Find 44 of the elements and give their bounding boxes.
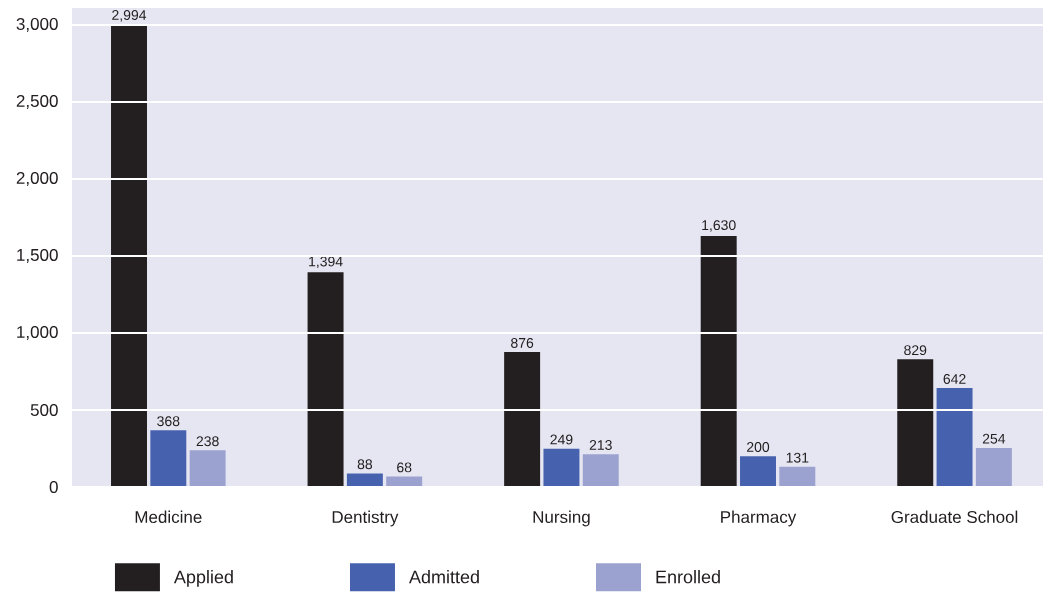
data-label: 876 bbox=[511, 337, 534, 348]
bar bbox=[189, 450, 226, 487]
x-tick-label: Dentistry bbox=[332, 510, 399, 527]
x-tick-label: Medicine bbox=[135, 510, 202, 524]
bar bbox=[504, 352, 541, 487]
x-tick-label: Graduate School bbox=[891, 510, 1018, 524]
legend-label: Enrolled bbox=[656, 570, 720, 584]
bar bbox=[346, 473, 383, 487]
data-label: 254 bbox=[982, 433, 1006, 444]
y-tick-label: 500 bbox=[30, 403, 58, 417]
bar bbox=[111, 25, 147, 487]
bar bbox=[582, 454, 619, 487]
legend-label: Admitted bbox=[409, 570, 479, 584]
legend-label: Applied bbox=[173, 570, 233, 587]
y-tick-label: 1,500 bbox=[17, 248, 58, 263]
data-label: 642 bbox=[943, 374, 966, 384]
data-label: 1,394 bbox=[309, 256, 343, 269]
data-label: 249 bbox=[550, 434, 573, 445]
data-label: 200 bbox=[747, 442, 770, 452]
bar bbox=[307, 272, 344, 487]
data-label: 238 bbox=[196, 436, 219, 447]
bar bbox=[740, 456, 776, 487]
data-label: 2,994 bbox=[112, 10, 147, 22]
x-tick-label: Nursing bbox=[533, 510, 590, 527]
bar bbox=[936, 388, 973, 487]
data-label: 88 bbox=[357, 459, 373, 470]
data-label: 829 bbox=[904, 345, 927, 356]
y-tick-label: 3,000 bbox=[16, 17, 58, 32]
data-label: 1,630 bbox=[702, 220, 736, 232]
bar bbox=[779, 466, 816, 487]
y-tick-label: 2,500 bbox=[16, 94, 58, 109]
y-tick-label: 2,000 bbox=[16, 171, 58, 186]
data-label: 213 bbox=[589, 440, 612, 450]
y-tick-label: 0 bbox=[49, 480, 58, 494]
data-label: 368 bbox=[157, 416, 180, 427]
data-label: 68 bbox=[397, 462, 412, 473]
bar bbox=[543, 448, 580, 487]
data-label: 131 bbox=[786, 452, 809, 463]
bar bbox=[150, 430, 187, 487]
bar bbox=[700, 235, 737, 487]
x-tick-label: Pharmacy bbox=[721, 510, 797, 527]
bar bbox=[975, 447, 1012, 487]
y-tick-label: 1,000 bbox=[17, 325, 58, 341]
bar bbox=[897, 359, 934, 487]
